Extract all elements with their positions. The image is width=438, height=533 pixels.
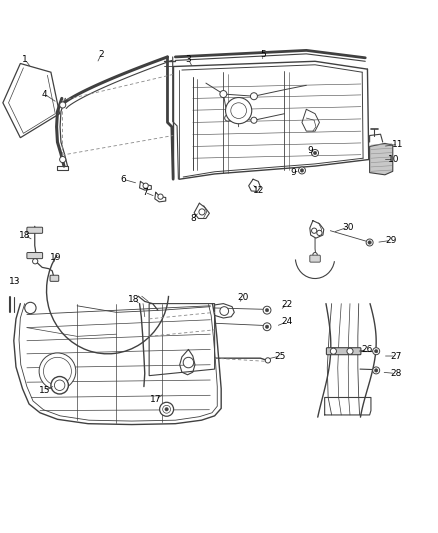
Circle shape	[373, 367, 380, 374]
Text: 9: 9	[290, 168, 296, 177]
Polygon shape	[370, 143, 393, 175]
FancyBboxPatch shape	[27, 227, 42, 233]
Circle shape	[220, 306, 229, 316]
Text: 2: 2	[98, 50, 104, 59]
Circle shape	[311, 228, 317, 233]
Circle shape	[374, 369, 378, 372]
FancyBboxPatch shape	[310, 255, 320, 262]
Circle shape	[51, 376, 68, 394]
Text: 5: 5	[260, 50, 265, 59]
Circle shape	[347, 348, 353, 354]
Circle shape	[159, 402, 173, 416]
Circle shape	[183, 357, 194, 368]
Circle shape	[373, 348, 380, 354]
Text: 18: 18	[19, 231, 31, 239]
Text: 13: 13	[9, 277, 21, 286]
Circle shape	[368, 241, 371, 244]
Circle shape	[231, 103, 247, 118]
Circle shape	[43, 357, 71, 385]
Text: 12: 12	[253, 185, 264, 195]
Circle shape	[143, 183, 148, 188]
Text: 22: 22	[281, 300, 292, 309]
Circle shape	[54, 380, 65, 391]
Text: 4: 4	[42, 90, 47, 99]
Text: 24: 24	[281, 318, 292, 326]
Circle shape	[366, 239, 373, 246]
Text: 1: 1	[22, 54, 28, 63]
Circle shape	[265, 325, 269, 328]
FancyBboxPatch shape	[50, 275, 59, 281]
Text: 29: 29	[386, 236, 397, 245]
Circle shape	[225, 115, 231, 121]
Circle shape	[165, 408, 168, 411]
Text: 28: 28	[390, 369, 402, 378]
Circle shape	[298, 167, 305, 174]
Text: 25: 25	[275, 351, 286, 360]
Text: 15: 15	[39, 386, 50, 395]
Circle shape	[199, 209, 205, 215]
Text: 30: 30	[342, 223, 353, 232]
Circle shape	[263, 306, 271, 314]
Text: 27: 27	[390, 351, 402, 360]
FancyBboxPatch shape	[27, 253, 42, 259]
Circle shape	[162, 405, 170, 413]
Circle shape	[263, 323, 271, 330]
Text: 19: 19	[49, 253, 61, 262]
Circle shape	[265, 358, 271, 363]
Circle shape	[39, 353, 76, 390]
Circle shape	[25, 302, 36, 313]
Circle shape	[251, 93, 258, 100]
Text: 20: 20	[237, 293, 249, 302]
Text: 18: 18	[128, 295, 140, 304]
Circle shape	[300, 169, 304, 172]
Circle shape	[330, 348, 336, 354]
Circle shape	[251, 117, 257, 123]
Circle shape	[311, 149, 318, 157]
FancyBboxPatch shape	[326, 348, 361, 354]
Text: 10: 10	[388, 155, 399, 164]
Text: 11: 11	[392, 140, 404, 149]
Circle shape	[313, 151, 317, 155]
Text: 26: 26	[362, 345, 373, 354]
Text: 7: 7	[142, 188, 148, 197]
Circle shape	[32, 259, 38, 264]
Circle shape	[60, 157, 66, 163]
Text: 6: 6	[120, 175, 126, 184]
Circle shape	[158, 194, 163, 199]
Text: 3: 3	[186, 54, 191, 63]
Circle shape	[313, 253, 317, 257]
Text: 8: 8	[190, 214, 196, 223]
Circle shape	[317, 230, 322, 236]
Circle shape	[226, 98, 252, 124]
Circle shape	[265, 309, 269, 312]
Circle shape	[374, 350, 378, 353]
Circle shape	[60, 102, 66, 108]
Text: 9: 9	[308, 146, 314, 155]
Circle shape	[220, 91, 227, 98]
Text: 17: 17	[150, 395, 162, 404]
